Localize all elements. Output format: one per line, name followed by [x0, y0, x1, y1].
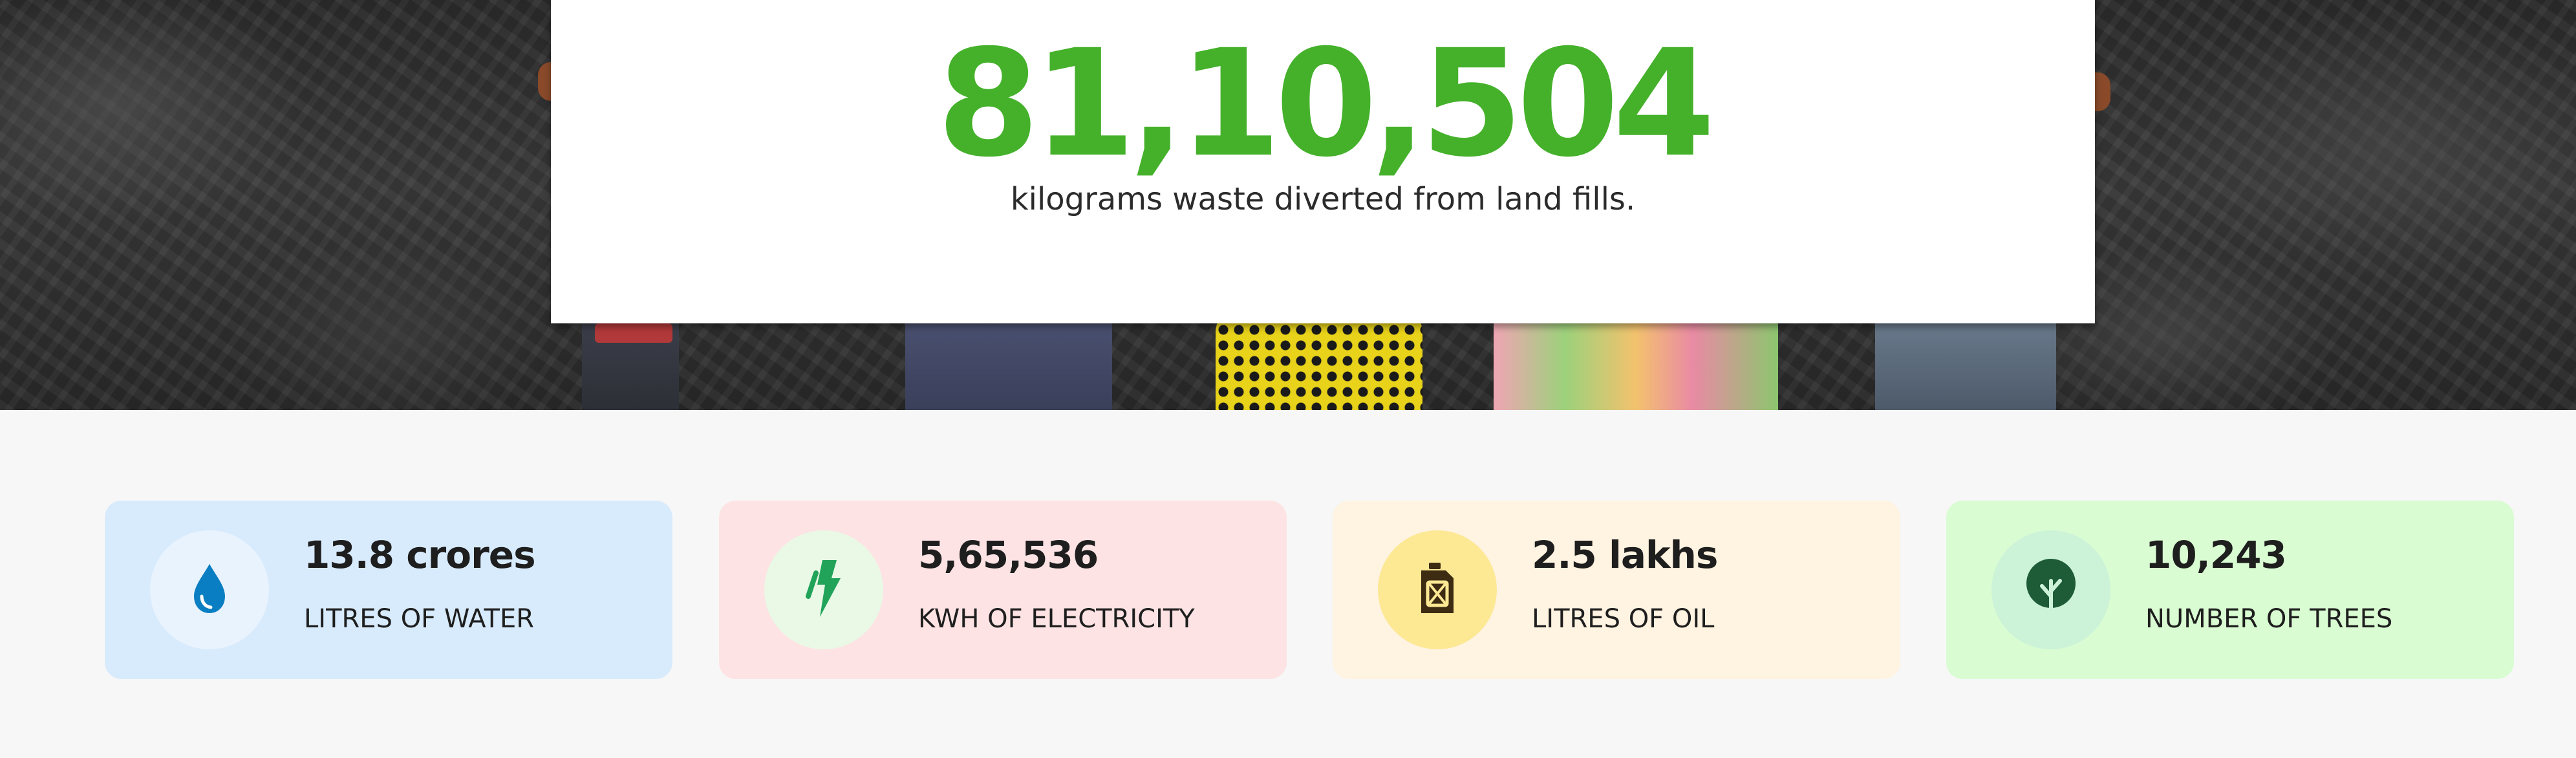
hero-photo-person	[1216, 307, 1422, 410]
stat-card-oil: 2.5 lakhs LITRES OF OIL	[1333, 501, 1900, 679]
stat-label: KWH OF ELECTRICITY	[918, 604, 1195, 634]
hero-photo-person	[1875, 319, 2056, 410]
hero-photo-person	[1494, 307, 1778, 410]
stat-label: LITRES OF OIL	[1532, 604, 1715, 634]
waste-diverted-number: 81,10,504	[937, 17, 1715, 190]
stat-card-water: 13.8 crores LITRES OF WATER	[105, 501, 672, 679]
lightning-bolt-icon	[803, 559, 844, 622]
stat-value: 13.8 crores	[304, 533, 536, 577]
hero-photo-detail	[595, 323, 672, 343]
impact-stats-section: 13.8 crores LITRES OF WATER 5,65,536 KWH…	[0, 410, 2576, 758]
stat-icon-circle	[1991, 530, 2110, 649]
stat-icon-circle	[764, 530, 883, 649]
stat-value: 10,243	[2145, 533, 2287, 577]
stat-label: NUMBER OF TREES	[2145, 604, 2393, 634]
hero-photo-person	[905, 319, 1112, 410]
tree-icon	[2024, 558, 2078, 623]
stat-label: LITRES OF WATER	[304, 604, 535, 634]
stat-card-trees: 10,243 NUMBER OF TREES	[1946, 501, 2514, 679]
hero-section: 81,10,504 kilograms waste diverted from …	[0, 0, 2576, 410]
waste-diverted-caption: kilograms waste diverted from land fills…	[1010, 181, 1636, 217]
water-drop-icon	[189, 561, 230, 619]
stat-card-electricity: 5,65,536 KWH OF ELECTRICITY	[719, 501, 1287, 679]
stat-icon-circle	[1378, 530, 1497, 649]
stat-value: 2.5 lakhs	[1532, 533, 1718, 577]
stat-value: 5,65,536	[918, 533, 1099, 577]
stat-icon-circle	[150, 530, 269, 649]
waste-diverted-banner: 81,10,504 kilograms waste diverted from …	[551, 0, 2095, 323]
fuel-can-icon	[1415, 561, 1460, 619]
